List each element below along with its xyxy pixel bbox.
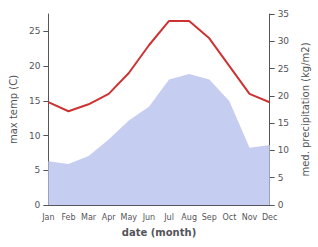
- svg-text:0: 0: [35, 200, 41, 210]
- svg-text:date (month): date (month): [122, 227, 196, 238]
- svg-text:Apr: Apr: [102, 213, 117, 222]
- svg-text:5: 5: [35, 165, 41, 175]
- svg-text:Sep: Sep: [202, 213, 217, 222]
- svg-text:0: 0: [278, 200, 284, 210]
- svg-text:25: 25: [29, 26, 40, 36]
- svg-text:15: 15: [29, 96, 40, 106]
- svg-text:Oct: Oct: [222, 213, 236, 222]
- svg-text:10: 10: [29, 131, 41, 141]
- svg-text:Mar: Mar: [81, 213, 97, 222]
- svg-text:30: 30: [278, 36, 290, 46]
- svg-text:May: May: [121, 213, 138, 222]
- svg-text:Nov: Nov: [242, 213, 258, 222]
- svg-text:20: 20: [29, 61, 41, 71]
- svg-text:Dec: Dec: [262, 213, 277, 222]
- svg-text:Jul: Jul: [163, 213, 174, 222]
- svg-text:5: 5: [278, 173, 284, 183]
- svg-text:20: 20: [278, 91, 290, 101]
- svg-text:10: 10: [278, 145, 290, 155]
- svg-text:Jun: Jun: [142, 213, 156, 222]
- svg-text:Aug: Aug: [181, 213, 197, 222]
- svg-text:Feb: Feb: [61, 213, 75, 222]
- svg-text:Jan: Jan: [41, 213, 54, 222]
- svg-text:35: 35: [278, 9, 289, 19]
- svg-text:max temp (C): max temp (C): [8, 75, 19, 144]
- svg-text:med. precipitation (kg/m2): med. precipitation (kg/m2): [300, 42, 311, 176]
- svg-text:15: 15: [278, 118, 289, 128]
- svg-text:25: 25: [278, 64, 289, 74]
